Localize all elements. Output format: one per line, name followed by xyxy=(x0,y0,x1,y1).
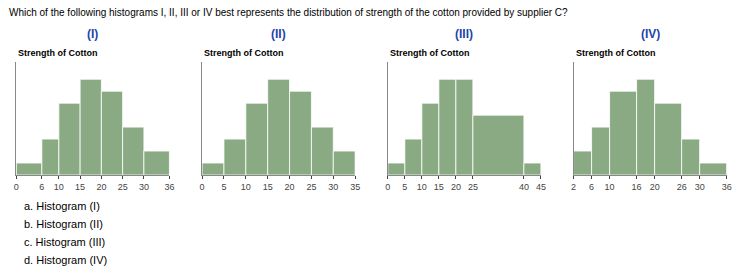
svg-text:c. Histogram (III): c. Histogram (III) xyxy=(24,236,105,248)
svg-text:Strength of Cotton: Strength of Cotton xyxy=(390,48,469,58)
svg-text:36: 36 xyxy=(722,182,732,192)
svg-text:15: 15 xyxy=(75,182,85,192)
svg-text:Which of the following histogr: Which of the following histograms I, II,… xyxy=(9,7,568,18)
svg-text:16: 16 xyxy=(632,182,642,192)
svg-text:20: 20 xyxy=(96,182,106,192)
svg-text:36: 36 xyxy=(164,182,174,192)
svg-text:15: 15 xyxy=(263,182,273,192)
svg-text:0: 0 xyxy=(200,182,205,192)
svg-text:5: 5 xyxy=(221,182,226,192)
svg-text:30: 30 xyxy=(695,182,705,192)
svg-text:5: 5 xyxy=(402,182,407,192)
svg-text:25: 25 xyxy=(118,182,128,192)
svg-text:d. Histogram (IV): d. Histogram (IV) xyxy=(24,254,107,266)
svg-text:20: 20 xyxy=(285,182,295,192)
svg-text:10: 10 xyxy=(417,182,427,192)
svg-text:25: 25 xyxy=(306,182,316,192)
svg-text:10: 10 xyxy=(605,182,615,192)
svg-text:30: 30 xyxy=(328,182,338,192)
svg-text:40: 40 xyxy=(519,182,529,192)
svg-text:6: 6 xyxy=(39,182,44,192)
svg-text:30: 30 xyxy=(139,182,149,192)
svg-text:Strength of Cotton: Strength of Cotton xyxy=(204,48,283,58)
svg-text:15: 15 xyxy=(434,182,444,192)
svg-text:(IV): (IV) xyxy=(641,27,660,41)
svg-text:a. Histogram (I): a. Histogram (I) xyxy=(24,200,100,212)
svg-text:25: 25 xyxy=(468,182,478,192)
svg-text:0: 0 xyxy=(385,182,390,192)
svg-text:45: 45 xyxy=(536,182,546,192)
svg-text:(III): (III) xyxy=(455,27,473,41)
svg-text:Strength of Cotton: Strength of Cotton xyxy=(18,48,97,58)
svg-text:0: 0 xyxy=(14,182,19,192)
svg-text:2: 2 xyxy=(571,182,576,192)
svg-text:26: 26 xyxy=(677,182,687,192)
svg-text:20: 20 xyxy=(650,182,660,192)
svg-text:10: 10 xyxy=(241,182,251,192)
svg-text:20: 20 xyxy=(451,182,461,192)
svg-text:b. Histogram (II): b. Histogram (II) xyxy=(24,218,103,230)
svg-text:10: 10 xyxy=(54,182,64,192)
svg-text:35: 35 xyxy=(350,182,360,192)
svg-text:(II): (II) xyxy=(271,27,286,41)
svg-text:Strength of Cotton: Strength of Cotton xyxy=(576,48,655,58)
svg-text:(I): (I) xyxy=(87,27,98,41)
svg-text:6: 6 xyxy=(589,182,594,192)
